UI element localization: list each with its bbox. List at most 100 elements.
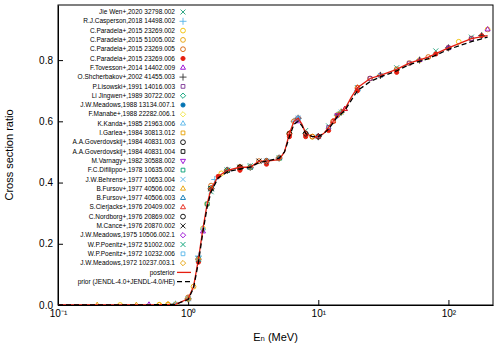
x-tick: 10⁰ xyxy=(181,300,196,319)
legend-swatch xyxy=(180,260,185,265)
legend-item: F.Manabe+,1988 22282.006.1 xyxy=(88,110,185,117)
legend-swatch xyxy=(181,252,185,256)
series-line xyxy=(58,36,488,305)
legend-item: J.W.Meadows,1975 10506.002.1 xyxy=(80,231,185,238)
data-area xyxy=(58,27,490,305)
legend-label: I.Garlea+,1984 30813.012 xyxy=(99,129,175,136)
legend-item: C.Paradela+,2015 23269.005 xyxy=(90,45,186,52)
x-tick-label: 10¹ xyxy=(312,308,327,319)
legend-label: M.Cance+,1976 20870.002 xyxy=(96,222,175,229)
series-points xyxy=(238,113,339,169)
legend-swatch xyxy=(181,150,185,154)
legend-label: prior (JENDL-4.0+JENDL-4.0/HE) xyxy=(78,278,175,286)
series-points xyxy=(200,115,300,230)
legend-swatch xyxy=(181,47,186,52)
legend-swatch xyxy=(177,272,191,273)
legend-swatch xyxy=(181,177,186,182)
x-axis-title: Eₙ (MeV) xyxy=(253,331,298,343)
legend-item: W.P.Poenitz+,1972 10232.006 xyxy=(88,250,185,257)
legend-label: C.Paradela+,2015 23269.006 xyxy=(90,55,175,62)
legend-swatch xyxy=(180,112,185,117)
legend: Jie Wen+,2020 32798.002R.J.Casperson,201… xyxy=(73,8,191,286)
legend-label: J.W.Behrens+,1977 10653.004 xyxy=(86,176,176,183)
legend-swatch xyxy=(181,85,185,89)
legend-item: A.A.Goverdovskij+,1984 40831.003 xyxy=(73,138,186,146)
y-tick-mark xyxy=(58,183,63,184)
legend-swatch xyxy=(181,168,185,172)
legend-label: F.Tovesson+,2014 14402.009 xyxy=(90,64,175,71)
legend-item: B.Fursov+,1977 40506.002 xyxy=(96,185,185,192)
legend-swatch xyxy=(181,28,186,33)
legend-item: J.W.Meadows,1972 10237.003.1 xyxy=(80,259,185,266)
y-tick-mark xyxy=(58,60,63,61)
legend-label: W.P.Poenitz+,1972 51002.002 xyxy=(88,241,176,248)
legend-label: A.A.Goverdovskij+,1984 40831.003 xyxy=(73,138,176,146)
legend-item: W.P.Poenitz+,1972 51002.002 xyxy=(88,241,186,248)
legend-item: M.Cance+,1976 20870.002 xyxy=(96,222,185,229)
series-points xyxy=(209,113,339,191)
y-tick: 0.6 xyxy=(39,116,63,127)
series-points xyxy=(172,72,384,305)
legend-swatch xyxy=(180,159,185,163)
x-tick: 10¹ xyxy=(312,300,327,319)
legend-item: B.Fursov+,1977 40506.003 xyxy=(96,194,185,201)
legend-label: W.P.Poenitz+,1972 10232.006 xyxy=(88,250,176,257)
legend-item: posterior xyxy=(150,269,191,277)
legend-label: J.W.Meadows,1972 10237.003.1 xyxy=(80,259,175,266)
series-points xyxy=(209,85,360,190)
x-tick-mark xyxy=(318,300,319,305)
legend-swatch xyxy=(181,103,185,107)
legend-label: M.Varnagy+,1982 30588.002 xyxy=(91,157,175,165)
legend-item: F.C.Difilippo+,1978 10635.002 xyxy=(88,166,185,174)
legend-label: Li Jingwen+,1989 30722.002 xyxy=(92,92,176,100)
series-points xyxy=(209,159,262,192)
legend-swatch xyxy=(181,140,186,145)
legend-label: B.Fursov+,1977 40506.003 xyxy=(96,194,175,201)
series-points xyxy=(174,257,201,305)
series-points xyxy=(205,156,281,206)
x-tick: 10² xyxy=(442,300,457,319)
legend-item: C.Paradela+,2015 23269.002 xyxy=(90,27,186,34)
legend-label: F.C.Difilippo+,1978 10635.002 xyxy=(88,166,176,174)
x-tick-mark xyxy=(448,300,449,305)
legend-swatch xyxy=(179,18,186,25)
legend-item: Jie Wen+,2020 32798.002 xyxy=(99,8,185,15)
legend-swatch xyxy=(180,121,185,125)
series-points xyxy=(225,113,340,173)
series-points xyxy=(196,155,282,261)
legend-label: Jie Wen+,2020 32798.002 xyxy=(99,8,175,15)
y-tick: 0.8 xyxy=(39,55,63,66)
legend-swatch xyxy=(181,56,185,60)
legend-label: A.A.Goverdovskij+,1984 40831.004 xyxy=(73,148,176,156)
y-axis: 0.00.20.40.60.8 xyxy=(39,6,63,311)
series-points xyxy=(197,168,230,261)
data-point xyxy=(485,27,490,31)
series-points xyxy=(185,32,486,302)
legend-swatch xyxy=(179,74,186,81)
legend-swatch xyxy=(180,93,185,98)
series-points xyxy=(186,73,383,301)
legend-item: I.Garlea+,1984 30813.012 xyxy=(99,129,185,136)
legend-item: C.Paradela+,2015 51005.002 xyxy=(90,36,186,43)
series-points xyxy=(166,45,451,305)
legend-swatch xyxy=(177,281,191,282)
legend-label: O.Shcherbakov+,2002 41455.003 xyxy=(78,73,176,80)
y-tick-mark xyxy=(58,121,63,122)
legend-swatch xyxy=(181,223,186,228)
legend-item: A.A.Goverdovskij+,1984 40831.004 xyxy=(73,148,185,156)
legend-label: posterior xyxy=(150,269,176,277)
legend-item: J.W.Meadows,1988 13134.007.1 xyxy=(80,101,185,108)
x-axis: 10⁻¹10⁰10¹10² xyxy=(50,300,494,319)
chart: 10⁻¹10⁰10¹10²0.00.20.40.60.8Jie Wen+,202… xyxy=(0,0,500,347)
y-tick: 0.4 xyxy=(39,177,63,188)
series-points xyxy=(186,36,474,299)
legend-label: P.Lisowski+,1991 14016.003 xyxy=(93,83,176,90)
legend-swatch xyxy=(180,195,185,199)
series-points xyxy=(196,165,253,262)
y-tick: 0.2 xyxy=(39,238,63,249)
legend-swatch xyxy=(180,186,185,190)
y-tick-mark xyxy=(58,244,63,245)
y-tick-label: 0.6 xyxy=(39,116,53,127)
legend-item: M.Varnagy+,1982 30588.002 xyxy=(91,157,185,165)
data-point xyxy=(485,27,490,32)
